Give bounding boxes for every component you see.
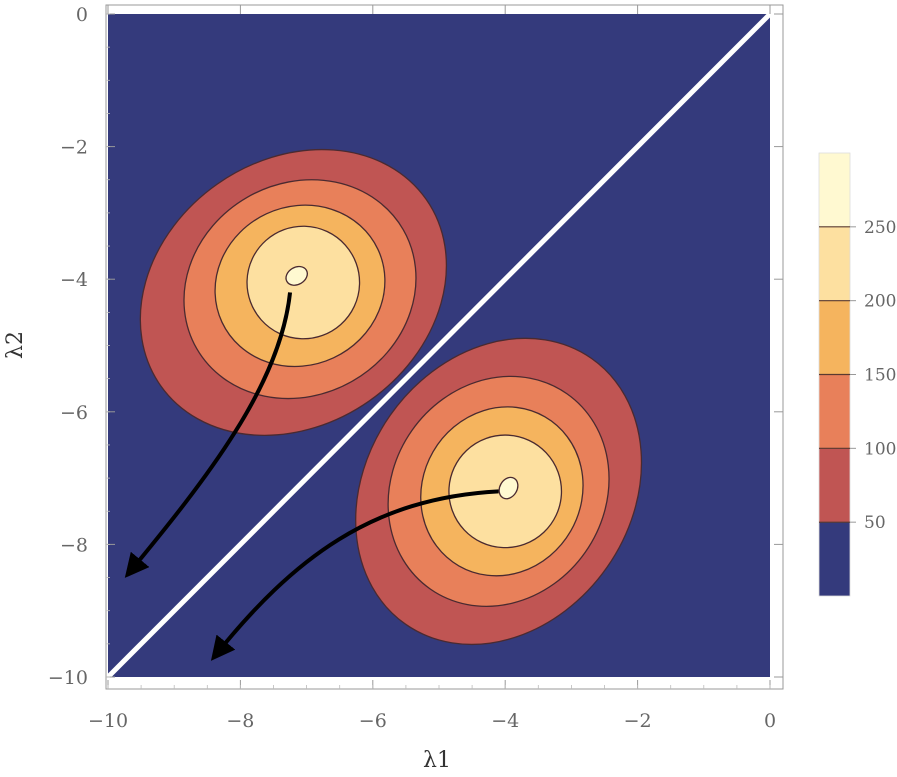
flow-arrow-2 — [210, 489, 499, 661]
x-tick-label: −10 — [88, 710, 128, 732]
plot-frame — [105, 4, 784, 690]
colorbar-band — [819, 448, 850, 523]
y-tick-label: −4 — [60, 269, 88, 291]
y-tick-label: −2 — [60, 137, 88, 159]
colorbar-tick-label: 200 — [864, 292, 896, 312]
flow-arrow-1 — [124, 292, 293, 578]
colorbar-band — [819, 226, 850, 301]
y-tick-label: 0 — [76, 4, 88, 26]
y-tick-label: −10 — [48, 667, 88, 689]
y-tick-label: −8 — [60, 534, 88, 556]
colorbar: 50 100 150 200 250 — [818, 152, 896, 597]
colorbar-tick-label: 50 — [864, 513, 886, 533]
contour-peak-1-level-5 — [285, 265, 308, 286]
x-tick-label: 0 — [764, 710, 776, 732]
x-tick-label: −8 — [226, 710, 254, 732]
x-axis-title: λ1 — [423, 748, 451, 773]
diagonal-line — [108, 14, 770, 677]
frame-border — [105, 4, 784, 690]
x-tick-label: −2 — [624, 710, 652, 732]
plot-area — [108, 14, 770, 677]
y-tick-label: −6 — [60, 402, 88, 424]
y-axis: 0 −2 −4 −6 −8 −10 — [48, 4, 783, 689]
contour-peak-2-level-5 — [498, 476, 519, 500]
colorbar-band — [819, 153, 850, 227]
colorbar-band — [819, 374, 850, 449]
colorbar-tick-label: 150 — [864, 366, 896, 386]
colorbar-tick-label: 100 — [864, 439, 896, 459]
x-axis: −10 −8 −6 −4 −2 0 — [88, 5, 776, 732]
x-tick-label: −6 — [359, 710, 387, 732]
colorbar-tick-label: 250 — [864, 218, 896, 238]
colorbar-band — [819, 522, 850, 596]
colorbar-band — [819, 300, 850, 375]
y-axis-title: λ2 — [3, 331, 28, 359]
x-tick-label: −4 — [491, 710, 519, 732]
